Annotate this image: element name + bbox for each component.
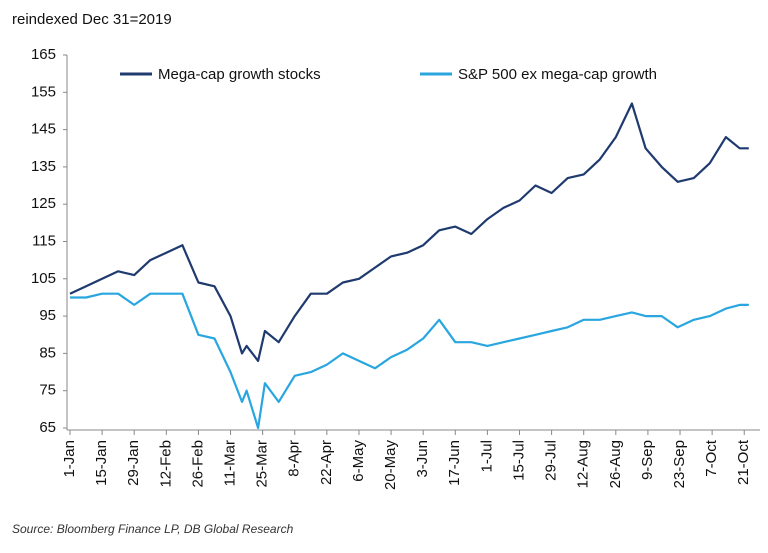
y-tick-label: 95 xyxy=(39,307,56,324)
x-tick-label: 12-Aug xyxy=(575,440,592,488)
y-tick-label: 65 xyxy=(39,419,56,436)
x-tick-label: 23-Sep xyxy=(671,440,688,488)
x-tick-label: 15-Jan xyxy=(93,440,110,486)
y-tick-label: 155 xyxy=(31,83,56,100)
legend-label: S&P 500 ex mega-cap growth xyxy=(458,66,657,83)
x-tick-label: 29-Jan xyxy=(125,440,142,486)
x-tick-label: 6-May xyxy=(350,440,367,482)
x-tick-label: 22-Apr xyxy=(318,440,335,485)
legend-label: Mega-cap growth stocks xyxy=(158,66,321,83)
y-tick-label: 125 xyxy=(31,195,56,212)
source-note: Source: Bloomberg Finance LP, DB Global … xyxy=(12,522,294,536)
x-tick-label: 7-Oct xyxy=(703,439,720,477)
x-tick-label: 25-Mar xyxy=(254,440,271,488)
x-tick-label: 26-Feb xyxy=(189,440,206,488)
x-tick-label: 20-May xyxy=(382,440,399,491)
x-tick-label: 29-Jul xyxy=(543,440,560,481)
x-tick-label: 8-Apr xyxy=(286,440,303,477)
x-tick-label: 9-Sep xyxy=(639,440,656,480)
y-tick-label: 105 xyxy=(31,270,56,287)
y-tick-label: 165 xyxy=(31,46,56,63)
x-tick-label: 11-Mar xyxy=(222,440,239,486)
chart-title: reindexed Dec 31=2019 xyxy=(12,11,172,28)
y-tick-label: 135 xyxy=(31,158,56,175)
x-tick-label: 17-Jun xyxy=(446,440,463,486)
x-tick-label: 3-Jun xyxy=(414,440,431,478)
y-tick-label: 75 xyxy=(39,382,56,399)
x-tick-label: 15-Jul xyxy=(510,440,527,481)
x-tick-label: 1-Jan xyxy=(61,440,78,478)
x-tick-label: 26-Aug xyxy=(607,440,624,488)
series-line xyxy=(70,292,749,430)
series-line xyxy=(69,102,749,362)
x-tick-label: 1-Jul xyxy=(478,440,495,473)
y-tick-label: 85 xyxy=(39,344,56,361)
x-tick-label: 12-Feb xyxy=(157,440,174,488)
y-tick-label: 115 xyxy=(32,232,56,249)
y-tick-label: 145 xyxy=(31,121,56,138)
x-tick-label: 21-Oct xyxy=(735,439,752,485)
